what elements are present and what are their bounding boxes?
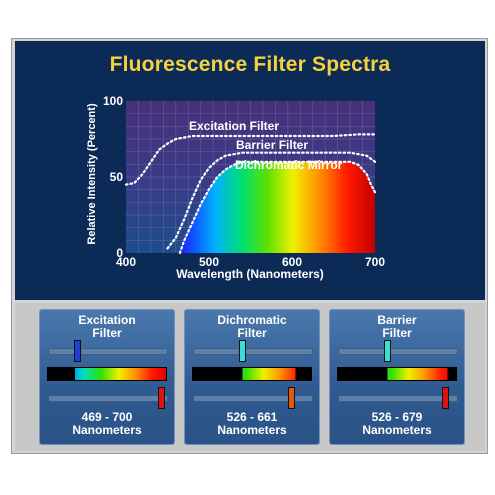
wavelength-range: 469 - 700 (81, 410, 133, 424)
y-axis-label: Relative Intensity (Percent) (86, 103, 98, 245)
x-tick-label: 500 (199, 255, 219, 269)
card-title-line2: Filter (92, 326, 122, 340)
excitation-filter-label: Excitation Filter (189, 119, 279, 133)
dichromatic-mirror-area (179, 161, 375, 253)
y-tick-label: 100 (103, 94, 123, 108)
dichromatic-filter-card: Dichromatic Filter 526 - 661 Nanometers (184, 309, 320, 445)
lower-slider-track[interactable] (193, 348, 313, 355)
lower-slider-knob[interactable] (239, 340, 246, 362)
card-title-line2: Filter (237, 326, 267, 340)
upper-slider-knob[interactable] (442, 387, 449, 409)
upper-slider-knob[interactable] (288, 387, 295, 409)
wavelength-unit: Nanometers (217, 423, 287, 437)
y-tick-label: 50 (110, 170, 124, 184)
dichromatic-mirror-label: Dichromatic Mirror (235, 158, 343, 172)
upper-slider-track[interactable] (48, 395, 168, 402)
card-title-line2: Filter (382, 326, 412, 340)
y-tick-label: 0 (116, 246, 123, 260)
x-tick-label: 600 (282, 255, 302, 269)
lower-slider-track[interactable] (48, 348, 168, 355)
wavelength-range: 526 - 679 (371, 410, 423, 424)
spectrum-bar (337, 367, 457, 381)
card-title-line1: Excitation (78, 313, 136, 327)
card-title-line1: Barrier (377, 313, 417, 327)
upper-slider-knob[interactable] (158, 387, 165, 409)
excitation-filter-curve (124, 133, 377, 186)
wavelength-unit: Nanometers (72, 423, 142, 437)
x-axis-label: Wavelength (Nanometers) (176, 267, 324, 281)
page-title: Fluorescence Filter Spectra (109, 53, 391, 76)
upper-slider-track[interactable] (338, 395, 458, 402)
upper-slider-track[interactable] (193, 395, 313, 402)
barrier-filter-label: Barrier Filter (236, 138, 308, 152)
spectrum-bar (192, 367, 312, 381)
wavelength-unit: Nanometers (362, 423, 432, 437)
x-tick-label: 700 (365, 255, 385, 269)
dichromatic-mirror-curve (178, 160, 377, 255)
barrier-filter-card: Barrier Filter 526 - 679 Nanometers (329, 309, 465, 445)
lower-slider-knob[interactable] (384, 340, 391, 362)
x-tick-label: 400 (116, 255, 136, 269)
spectrum-bar (47, 367, 167, 381)
card-title-line1: Dichromatic (217, 313, 287, 327)
lower-slider-knob[interactable] (74, 340, 81, 362)
barrier-filter-curve (166, 151, 377, 250)
wavelength-range: 526 - 661 (226, 410, 278, 424)
excitation-filter-card: Excitation Filter 469 - 700 Nanometers (39, 309, 175, 445)
lower-slider-track[interactable] (338, 348, 458, 355)
